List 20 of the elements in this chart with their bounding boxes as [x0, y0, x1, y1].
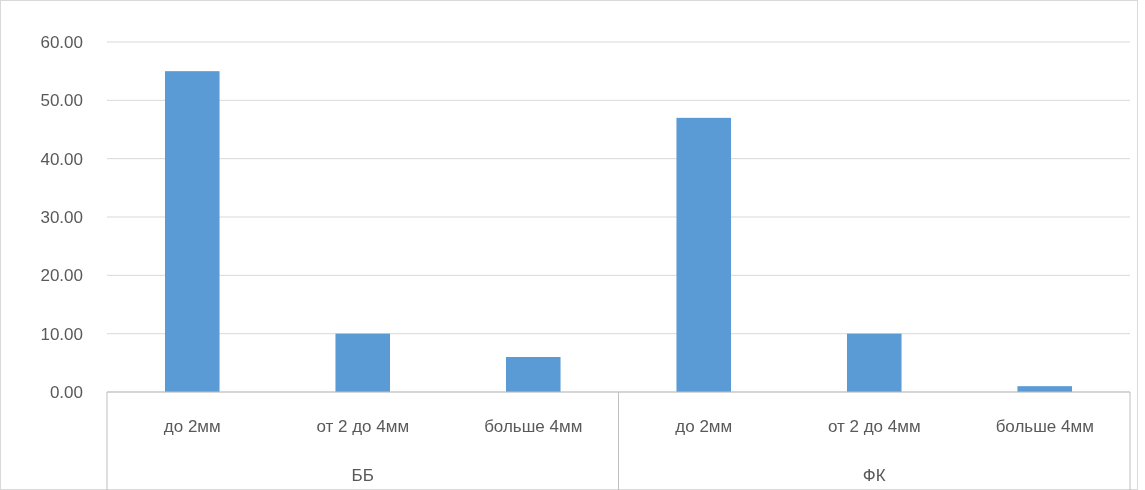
x-tick-label: больше 4мм [484, 417, 583, 436]
bar [505, 357, 561, 392]
bar [846, 333, 902, 392]
x-tick-label: больше 4мм [995, 417, 1094, 436]
y-tick-label: 50.00 [40, 91, 83, 111]
text: ББ [351, 466, 374, 485]
bar [164, 71, 220, 392]
y-tick-label: 20.00 [40, 266, 83, 286]
y-tick-label: 10.00 [40, 324, 83, 344]
y-tick-label: 0.00 [49, 382, 83, 402]
x-tick-label: до 2мм [675, 417, 733, 436]
y-tick-label: 30.00 [40, 207, 83, 227]
x-tick-label: от 2 до 4мм [316, 417, 410, 436]
x-tick-label: от 2 до 4мм [827, 417, 921, 436]
bar [676, 117, 732, 392]
x-tick-label: до 2мм [163, 417, 221, 436]
bar [335, 333, 391, 392]
y-tick-label: 40.00 [40, 149, 83, 169]
y-tick-label: 60.00 [40, 32, 83, 52]
text: ФК [862, 466, 886, 485]
